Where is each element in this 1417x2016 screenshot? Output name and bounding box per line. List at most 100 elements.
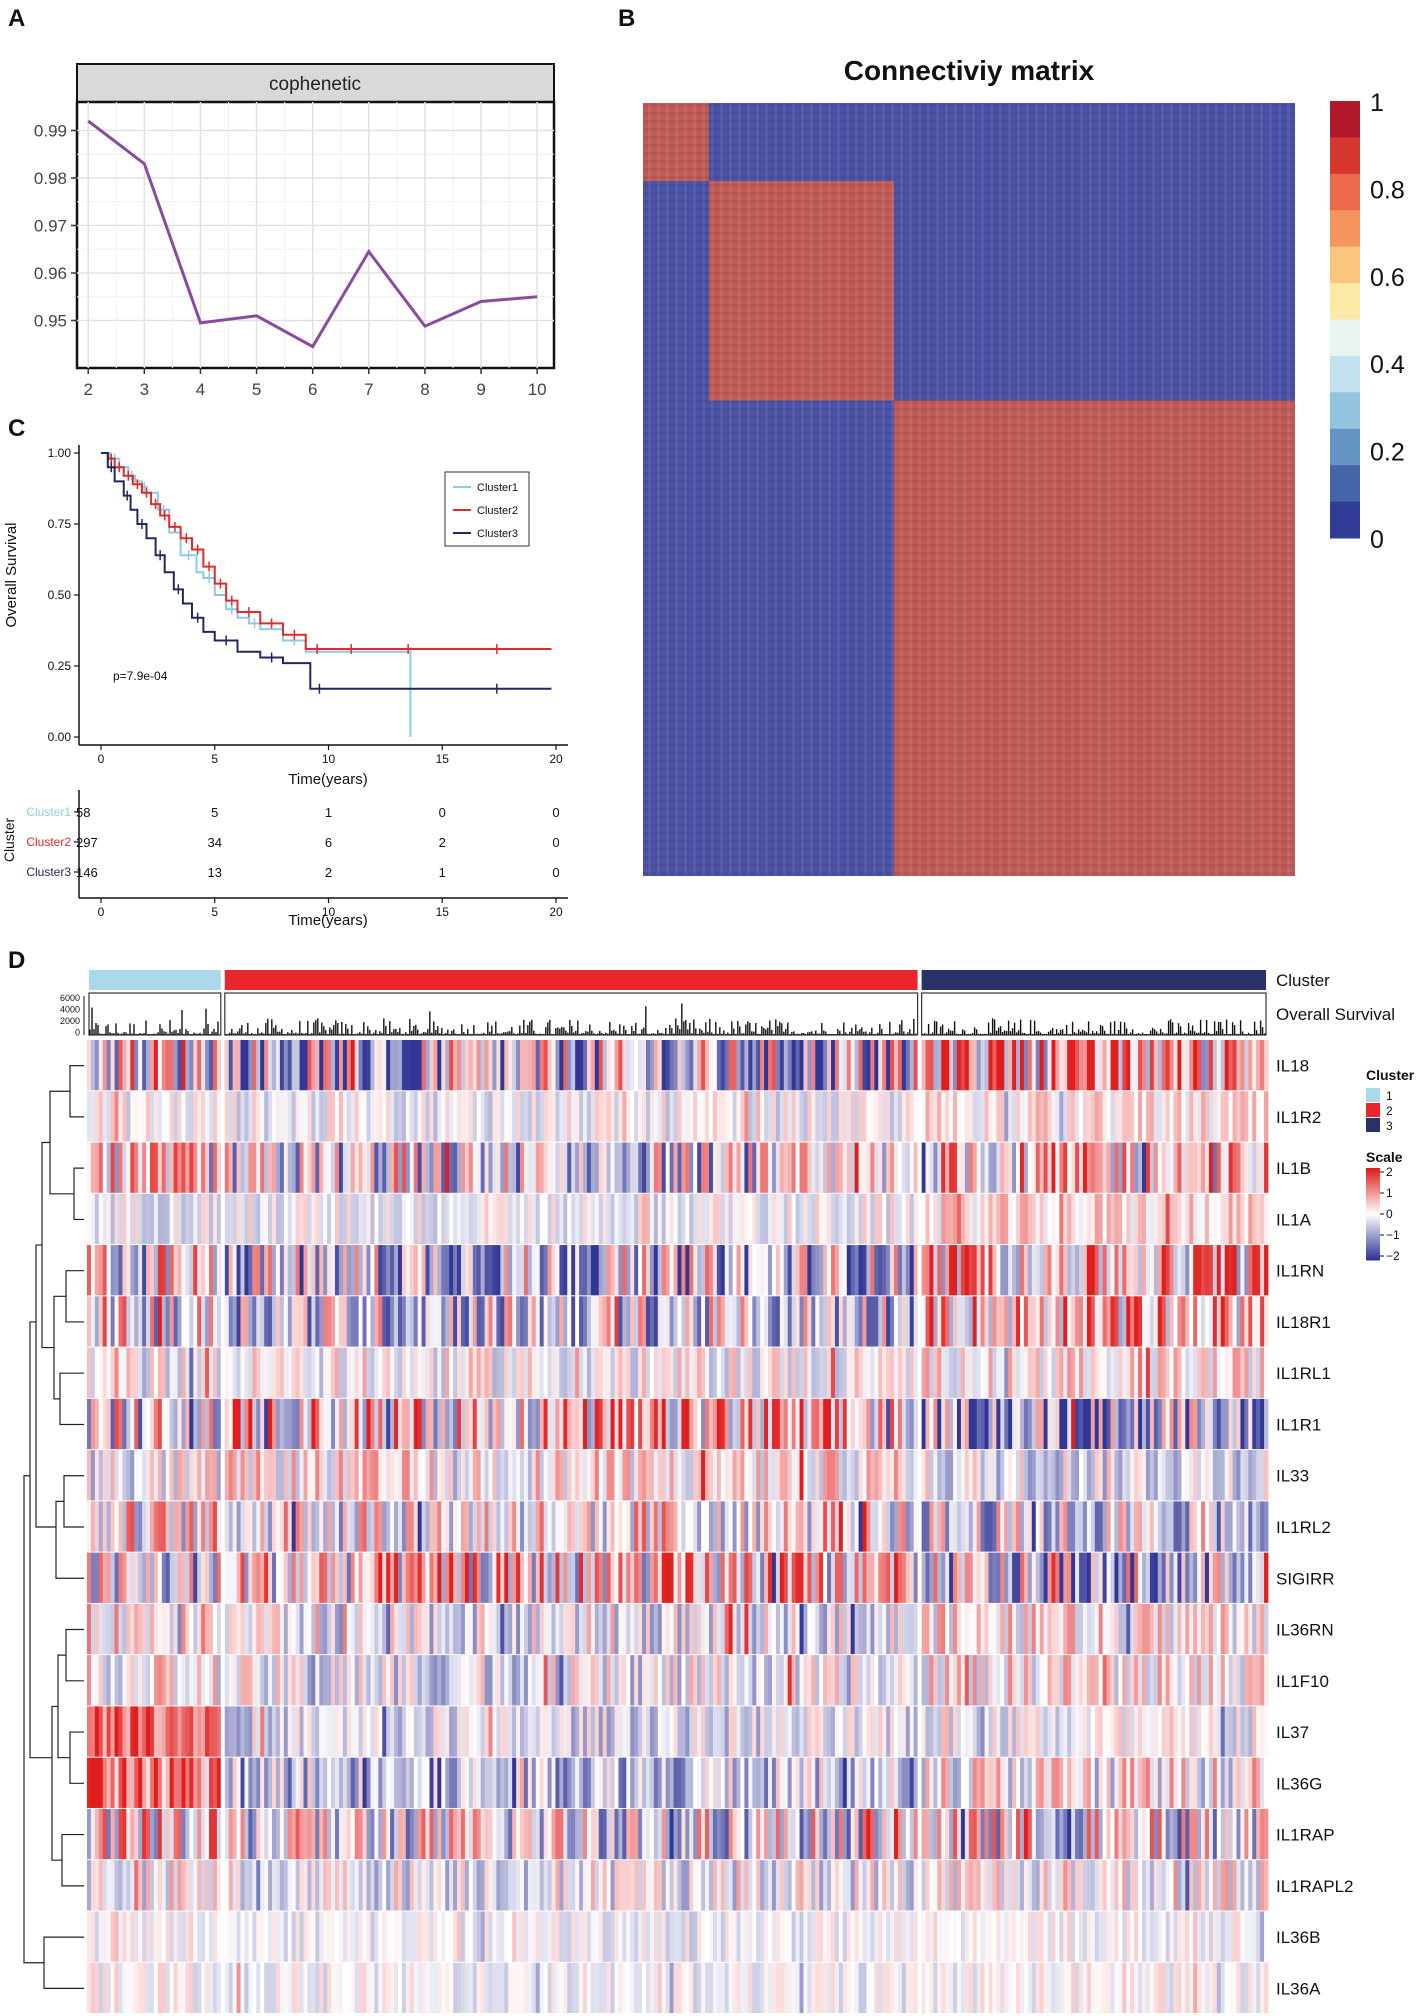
- heatmap-cell: [228, 1655, 234, 1706]
- heatmap-cell: [953, 1142, 958, 1193]
- heatmap-cell: [87, 1245, 92, 1296]
- heatmap-cell: [527, 1552, 533, 1603]
- heatmap-cell: [598, 1398, 604, 1450]
- heatmap-cell: [1067, 1040, 1072, 1091]
- heatmap-cell: [1232, 1552, 1237, 1603]
- heatmap-cell: [787, 1347, 793, 1398]
- colorbar-segment: [1330, 319, 1360, 357]
- heatmap-cell: [838, 1347, 844, 1398]
- heatmap-cell: [1094, 1040, 1100, 1091]
- risk-count: 2: [439, 835, 446, 850]
- heatmap-cell: [968, 1757, 974, 1808]
- heatmap-cell: [268, 1091, 273, 1142]
- heatmap-cell: [1110, 1655, 1115, 1706]
- heatmap-cell: [1090, 1142, 1096, 1193]
- heatmap-cell: [138, 1655, 143, 1706]
- heatmap-cell: [445, 1501, 450, 1552]
- heatmap-cell: [1224, 1347, 1230, 1398]
- heatmap-cell: [425, 1142, 430, 1193]
- heatmap-cell: [476, 1450, 482, 1501]
- heatmap-cell: [1102, 1450, 1107, 1501]
- heatmap-cell: [252, 1450, 257, 1501]
- heatmap-cell: [1004, 1296, 1009, 1347]
- heatmap-cell: [1252, 1040, 1257, 1091]
- heatmap-cell: [126, 1142, 131, 1193]
- heatmap-cell: [429, 1245, 434, 1296]
- heatmap-cell: [362, 1655, 367, 1706]
- heatmap-cell: [1208, 1193, 1214, 1245]
- heatmap-cell: [370, 1347, 375, 1398]
- colorbar-tick-label: 1: [1370, 89, 1384, 117]
- heatmap-cell: [130, 1142, 135, 1193]
- heatmap-cell: [1244, 1757, 1249, 1808]
- heatmap-cell: [957, 1347, 962, 1398]
- heatmap-cell: [460, 1347, 466, 1398]
- heatmap-cell: [905, 1603, 911, 1655]
- heatmap-cell: [260, 1142, 265, 1193]
- heatmap-cell: [500, 1450, 505, 1501]
- heatmap-cell: [429, 1501, 434, 1552]
- heatmap-cell: [386, 1808, 391, 1860]
- heatmap-cell: [945, 1040, 950, 1091]
- heatmap-cell: [614, 1245, 619, 1296]
- heatmap-cell: [216, 1296, 222, 1347]
- heatmap-cell: [1236, 1245, 1241, 1296]
- heatmap-cell: [606, 1808, 611, 1860]
- heatmap-cell: [598, 1296, 604, 1347]
- heatmap-cell: [1252, 1655, 1257, 1706]
- heatmap-cell: [425, 1091, 430, 1142]
- heatmap-cell: [984, 1142, 989, 1193]
- heatmap-cell: [791, 1193, 796, 1245]
- heatmap-cell: [728, 1655, 734, 1706]
- heatmap-cell: [866, 1706, 871, 1757]
- heatmap-cell: [543, 1398, 548, 1450]
- heatmap-cell: [598, 1603, 604, 1655]
- heatmap-cell: [1197, 1398, 1202, 1450]
- heatmap-cell: [272, 1296, 277, 1347]
- heatmap-cell: [823, 1501, 828, 1552]
- heatmap-cell: [421, 1808, 426, 1860]
- heatmap-cell: [661, 1450, 667, 1501]
- heatmap-cell: [1075, 1347, 1080, 1398]
- heatmap-cell: [1126, 1040, 1131, 1091]
- heatmap-cell: [665, 1142, 671, 1193]
- heatmap-cell: [1240, 1398, 1245, 1450]
- heatmap-cell: [1228, 1501, 1233, 1552]
- heatmap-cell: [504, 1398, 509, 1450]
- heatmap-cell: [886, 1347, 891, 1398]
- heatmap-cell: [425, 1040, 430, 1091]
- heatmap-cell: [500, 1193, 505, 1245]
- heatmap-cell: [189, 1296, 194, 1347]
- heatmap-cell: [1035, 1193, 1041, 1245]
- heatmap-cell: [413, 1706, 419, 1757]
- heatmap-cell: [1075, 1552, 1080, 1603]
- heatmap-cell: [590, 1142, 596, 1193]
- heatmap-cell: [957, 1552, 962, 1603]
- heatmap-cell: [512, 1706, 517, 1757]
- heatmap-cell: [248, 1808, 253, 1860]
- heatmap-cell: [1256, 1040, 1261, 1091]
- heatmap-cell: [1130, 1296, 1135, 1347]
- heatmap-cell: [681, 1552, 686, 1603]
- heatmap-cell: [748, 1091, 753, 1142]
- heatmap-cell: [1165, 1603, 1170, 1655]
- heatmap-cell: [429, 1757, 434, 1808]
- heatmap-cell: [968, 1450, 974, 1501]
- heatmap-cell: [1079, 1552, 1084, 1603]
- heatmap-cell: [386, 1142, 391, 1193]
- heatmap-cell: [968, 1808, 974, 1860]
- heatmap-cell: [464, 1552, 470, 1603]
- heatmap-cell: [409, 1296, 415, 1347]
- heatmap-cell: [1169, 1450, 1174, 1501]
- heatmap-cell: [724, 1040, 730, 1091]
- heatmap-cell: [665, 1398, 671, 1450]
- heatmap-cell: [449, 1552, 454, 1603]
- heatmap-cell: [102, 1655, 108, 1706]
- heatmap-cell: [118, 1808, 123, 1860]
- heatmap-cell: [677, 1808, 682, 1860]
- heatmap-cell: [1181, 1603, 1186, 1655]
- heatmap-cell: [508, 1040, 513, 1091]
- heatmap-cell: [760, 1501, 765, 1552]
- heatmap-cell: [338, 1757, 344, 1808]
- heatmap-cell: [551, 1706, 556, 1757]
